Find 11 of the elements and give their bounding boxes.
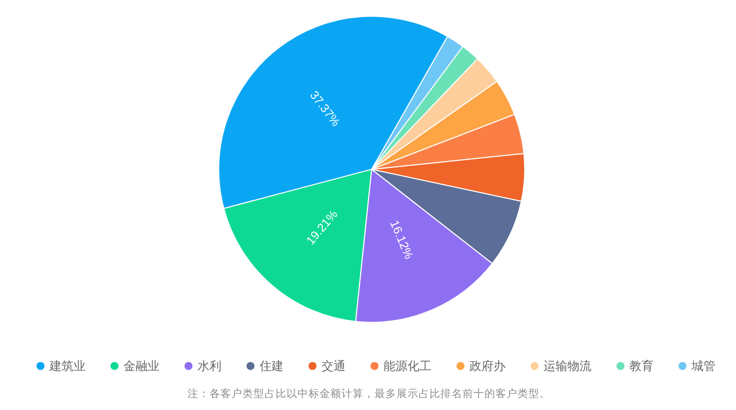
legend-label: 建筑业 [48, 359, 86, 373]
legend-label: 交通 [322, 359, 346, 373]
legend-label: 城管 [690, 359, 716, 373]
legend-label: 运输物流 [544, 359, 592, 373]
legend-label: 水利 [198, 359, 222, 373]
legend-label: 政府办 [470, 359, 506, 373]
legend-label: 能源化工 [384, 359, 432, 373]
legend-label: 金融业 [124, 359, 160, 373]
legend-label: 教育 [630, 359, 654, 373]
legend-label: 住建 [258, 359, 284, 373]
annotation: 注：各客户类型占比以中标金额计算，最多展示占比排名前十的客户类型。 [188, 388, 550, 400]
